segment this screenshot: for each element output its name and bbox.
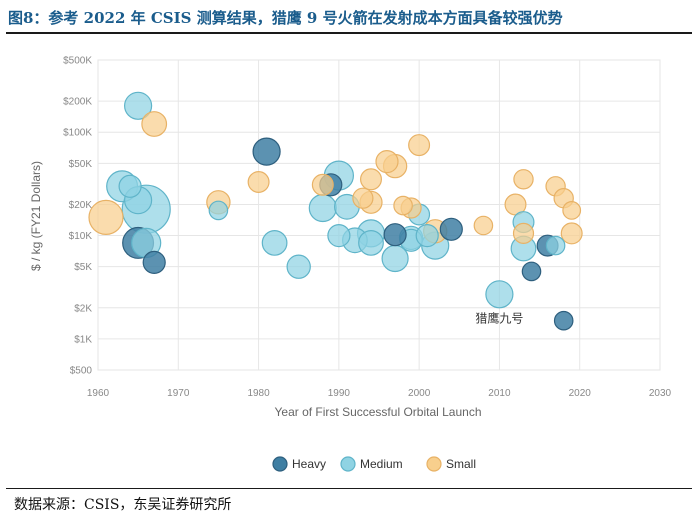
y-tick-label: $20K (69, 200, 93, 211)
bubble-medium (545, 235, 566, 256)
y-tick-label: $100K (63, 128, 92, 139)
bubble-heavy (252, 137, 281, 166)
x-tick-label: 1990 (328, 388, 351, 399)
y-tick-label: $200K (63, 97, 92, 108)
x-tick-label: 2030 (649, 388, 672, 399)
bubble-medium (415, 224, 439, 248)
y-tick-label: $50K (69, 159, 93, 170)
bubble-medium (261, 229, 288, 256)
bubble-small (360, 168, 383, 191)
bubble-small (247, 171, 270, 194)
bubble-small (393, 195, 413, 216)
legend-marker-medium (340, 456, 356, 472)
legend-label-medium: Medium (360, 457, 403, 471)
chart-annotation: 猎鹰九号 (475, 310, 523, 325)
y-tick-label: $2K (74, 303, 92, 314)
bubble-chart: $500 $1K $2K $5K $10K $20K $50K $100K $200K $500K… (29, 56, 672, 472)
bubble-small (473, 215, 494, 236)
title-rule (6, 32, 692, 34)
bubble-small (512, 222, 535, 244)
x-tick-label: 2010 (488, 388, 511, 399)
x-axis-label: Year of First Successful Orbital Launch (275, 405, 482, 419)
x-tick-label: 1970 (167, 388, 190, 399)
bubble-medium (358, 229, 384, 256)
bubble-medium (485, 280, 514, 309)
x-tick-label: 1980 (247, 388, 270, 399)
bubble-small (311, 173, 334, 196)
bubble-small (560, 222, 583, 245)
legend-label-small: Small (446, 457, 476, 471)
bubble-heavy (521, 261, 542, 282)
chart-legend: Heavy Medium Small (272, 456, 476, 472)
bubble-small (562, 200, 582, 220)
bubble-heavy (553, 310, 574, 331)
y-tick-label: $500 (70, 366, 93, 377)
bubble-heavy (383, 223, 407, 247)
x-tick-label: 1960 (87, 388, 110, 399)
y-tick-label: $1K (74, 334, 92, 345)
bubble-medium (286, 254, 311, 279)
bubble-medium (327, 224, 351, 248)
bubble-small (375, 149, 399, 174)
y-tick-label: $5K (74, 262, 92, 273)
source-rule (6, 488, 692, 489)
bubble-small (352, 187, 374, 209)
bubble-small (141, 111, 168, 137)
bubble-small (408, 134, 431, 157)
bubble-small (88, 199, 124, 235)
figure-source: 数据来源：CSIS，东吴证券研究所 (14, 497, 232, 513)
x-tick-label: 2020 (569, 388, 592, 399)
bubble-medium (208, 200, 229, 221)
figure-title: 图8：参考 2022 年 CSIS 测算结果，猎鹰 9 号火箭在发射成本方面具备… (8, 9, 563, 27)
bubble-heavy (142, 250, 166, 274)
legend-label-heavy: Heavy (292, 457, 326, 471)
bubble-small (513, 169, 534, 190)
y-axis-ticks: $500 $1K $2K $5K $10K $20K $50K $100K $200K $500K (63, 56, 92, 377)
bubble-heavy (439, 217, 463, 241)
chart-grid (97, 59, 661, 371)
legend-marker-heavy (272, 456, 288, 472)
bubble-medium (118, 174, 142, 198)
legend-marker-small (426, 456, 442, 472)
bubble-medium (124, 91, 153, 120)
x-tick-label: 2000 (408, 388, 431, 399)
y-tick-label: $500K (63, 56, 92, 67)
y-axis-label: $ / kg (FY21 Dollars) (29, 161, 43, 271)
data-points (88, 91, 583, 331)
x-axis-ticks: 1960 1970 1980 1990 2000 2010 2020 2030 (87, 388, 672, 399)
y-tick-label: $10K (69, 231, 93, 242)
bubble-medium (308, 193, 337, 223)
